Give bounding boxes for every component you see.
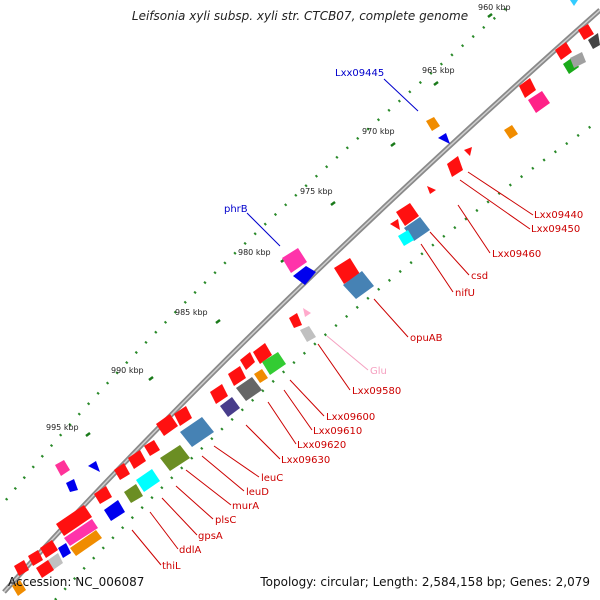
gene-arrow[interactable]	[104, 500, 125, 521]
gene-label[interactable]: Lxx09445	[335, 68, 384, 79]
tick-label: 995 kbp	[46, 423, 79, 432]
gene-label[interactable]: phrB	[224, 204, 248, 215]
gene-label[interactable]: ddlA	[179, 545, 201, 556]
gene-arrow[interactable]	[390, 219, 400, 230]
gene-label[interactable]: csd	[471, 271, 488, 282]
gene-arrow[interactable]	[578, 24, 594, 40]
tick-label: 965 kbp	[422, 66, 455, 75]
inner-strand-genes	[12, 24, 600, 596]
outer-strand-genes	[55, 0, 578, 492]
gene-arrow[interactable]	[144, 440, 160, 456]
gene-arrow[interactable]	[124, 484, 143, 503]
gene-arrow[interactable]	[36, 560, 54, 578]
genome-summary-text: Topology: circular; Length: 2,584,158 bp…	[260, 575, 590, 589]
gene-label[interactable]: thiL	[162, 561, 181, 572]
tick-label: 975 kbp	[300, 187, 333, 196]
gene-arrow[interactable]	[588, 33, 600, 49]
gene-arrow[interactable]	[253, 343, 272, 364]
gene-arrow[interactable]	[240, 352, 255, 370]
gene-arrow[interactable]	[40, 540, 58, 558]
gene-arrow[interactable]	[210, 384, 228, 404]
tick-label: 990 kbp	[111, 366, 144, 375]
gene-label[interactable]: nifU	[455, 288, 475, 299]
gene-arrow[interactable]	[519, 78, 536, 98]
gene-arrow[interactable]	[438, 133, 450, 144]
gene-arrow[interactable]	[28, 550, 43, 566]
gene-arrow[interactable]	[570, 52, 586, 68]
gene-arrow[interactable]	[64, 519, 98, 546]
gene-label[interactable]: opuAB	[410, 333, 443, 344]
gene-arrow[interactable]	[303, 308, 311, 317]
gene-label[interactable]: murA	[232, 501, 259, 512]
gene-label[interactable]: leuC	[261, 473, 283, 484]
gene-arrow[interactable]	[114, 463, 130, 480]
gene-arrow[interactable]	[262, 352, 286, 375]
gene-label[interactable]: Lxx09610	[313, 426, 362, 437]
gene-arrow[interactable]	[293, 266, 316, 285]
accession-text: Accession: NC_006087	[8, 575, 145, 589]
gene-arrow[interactable]	[228, 366, 246, 386]
tick-marks	[85, 13, 493, 437]
gene-arrow[interactable]	[555, 42, 572, 60]
gene-arrow[interactable]	[128, 450, 146, 469]
gene-arrow[interactable]	[70, 530, 102, 556]
map-title: Leifsonia xyli subsp. xyli str. CTCB07, …	[131, 9, 469, 23]
gene-arrow[interactable]	[55, 460, 70, 476]
gene-arrow[interactable]	[464, 147, 472, 156]
gene-label[interactable]: gpsA	[198, 531, 223, 542]
gene-arrow[interactable]	[254, 369, 268, 383]
gene-arrow[interactable]	[300, 326, 316, 342]
tick-label: 980 kbp	[238, 248, 271, 257]
gene-arrow[interactable]	[236, 377, 262, 401]
gene-arrow[interactable]	[160, 445, 190, 471]
gene-arrow[interactable]	[12, 580, 26, 596]
gene-label[interactable]: Lxx09460	[492, 249, 541, 260]
gene-arrow[interactable]	[220, 397, 240, 417]
gene-label[interactable]: Lxx09580	[352, 386, 401, 397]
gene-label[interactable]: plsC	[215, 515, 236, 526]
gene-arrow[interactable]	[504, 125, 518, 139]
gene-label[interactable]: Lxx09630	[281, 455, 330, 466]
gene-arrow[interactable]	[282, 248, 307, 273]
gene-arrow[interactable]	[447, 156, 463, 177]
gene-arrow[interactable]	[427, 186, 436, 194]
gene-arrow[interactable]	[48, 553, 63, 570]
gene-arrow[interactable]	[58, 543, 71, 558]
tick-label: 970 kbp	[362, 127, 395, 136]
gene-label[interactable]: Lxx09440	[534, 210, 583, 221]
gene-label[interactable]: Glu	[370, 366, 387, 377]
gene-arrow[interactable]	[174, 406, 192, 426]
gene-arrow[interactable]	[343, 271, 374, 299]
tick-label: 985 kbp	[175, 308, 208, 317]
gene-arrow[interactable]	[396, 203, 419, 226]
genome-backbone	[2, 8, 600, 594]
gene-arrow[interactable]	[56, 505, 92, 536]
gene-label[interactable]: Lxx09620	[297, 440, 346, 451]
gene-arrow[interactable]	[94, 486, 112, 504]
gene-arrow[interactable]	[570, 0, 578, 6]
gene-arrow[interactable]	[426, 117, 440, 131]
gene-label[interactable]: Lxx09600	[326, 412, 375, 423]
gene-arrow[interactable]	[156, 414, 178, 436]
gene-arrow[interactable]	[180, 417, 214, 447]
gene-arrow[interactable]	[528, 91, 550, 113]
gene-arrow[interactable]	[88, 461, 100, 472]
leader-lines	[131, 78, 534, 566]
gene-arrow[interactable]	[289, 313, 302, 328]
gene-arrow[interactable]	[398, 230, 414, 246]
tick-label: 960 kbp	[478, 3, 511, 12]
gene-arrow[interactable]	[14, 560, 29, 576]
gene-label[interactable]: Lxx09450	[531, 224, 580, 235]
gene-arrow[interactable]	[136, 469, 160, 492]
gene-arrow[interactable]	[66, 479, 78, 492]
gene-label[interactable]: leuD	[246, 487, 269, 498]
